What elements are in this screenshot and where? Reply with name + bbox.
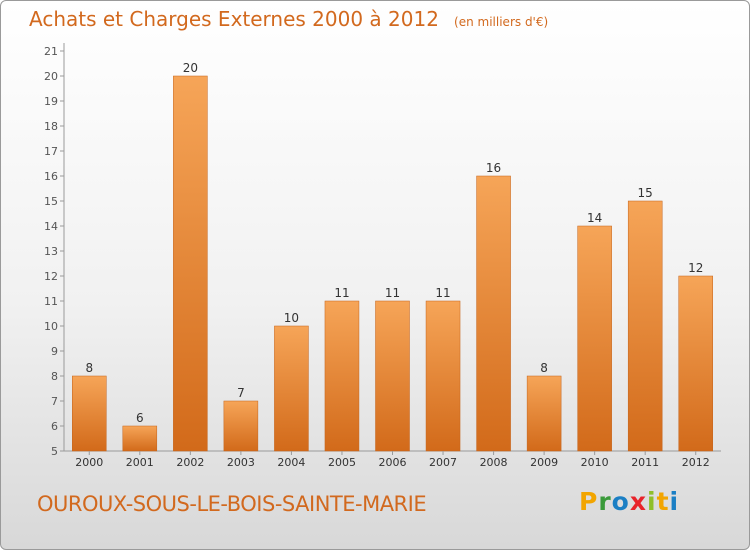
bar-value-label: 12 [688, 261, 703, 275]
logo-letter: t [656, 487, 670, 516]
x-tick-label: 2011 [631, 456, 659, 469]
x-tick-label: 2007 [429, 456, 457, 469]
x-tick-label: 2000 [75, 456, 103, 469]
y-tick-label: 11 [44, 295, 58, 308]
x-tick-label: 2001 [126, 456, 154, 469]
x-tick-label: 2009 [530, 456, 558, 469]
bar-value-label: 10 [284, 311, 299, 325]
y-tick-label: 16 [44, 170, 58, 183]
y-tick-label: 21 [44, 45, 58, 58]
x-tick-label: 2003 [227, 456, 255, 469]
bar-value-label: 14 [587, 211, 602, 225]
y-tick-label: 12 [44, 270, 58, 283]
y-tick-label: 19 [44, 95, 58, 108]
x-tick-label: 2005 [328, 456, 356, 469]
logo-letter: r [598, 487, 612, 516]
chart-title: Achats et Charges Externes 2000 à 2012 (… [29, 7, 548, 31]
logo-letter: x [629, 487, 647, 516]
y-tick-label: 5 [51, 445, 58, 458]
y-tick-label: 14 [44, 220, 58, 233]
logo-letter: o [611, 487, 630, 516]
bar [274, 325, 309, 452]
bar [476, 175, 511, 452]
bar-value-label: 15 [638, 186, 653, 200]
x-tick-label: 2006 [379, 456, 407, 469]
place-name: OUROUX-SOUS-LE-BOIS-SAINTE-MARIE [37, 492, 427, 516]
bar [577, 225, 612, 452]
bar-value-label: 8 [85, 361, 93, 375]
bar [324, 300, 360, 452]
bar-value-label: 20 [183, 61, 198, 75]
bar-value-label: 7 [237, 386, 245, 400]
y-tick-label: 9 [51, 345, 58, 358]
bar-value-label: 11 [385, 286, 400, 300]
bar-value-label: 8 [540, 361, 548, 375]
logo-letter: P [579, 487, 599, 516]
y-tick-label: 7 [51, 395, 58, 408]
y-tick-label: 20 [44, 70, 58, 83]
x-tick-label: 2010 [581, 456, 609, 469]
x-tick-label: 2012 [682, 456, 710, 469]
unit-text: (en milliers d'€) [454, 15, 549, 29]
bar [627, 200, 663, 452]
bar-value-label: 6 [136, 411, 144, 425]
bar [526, 375, 562, 452]
y-tick-label: 8 [51, 370, 58, 383]
bar-value-label: 16 [486, 161, 501, 175]
bar [425, 300, 461, 452]
y-tick-label: 18 [44, 120, 58, 133]
bar-value-label: 11 [334, 286, 349, 300]
bar-value-label: 11 [435, 286, 450, 300]
y-tick-label: 17 [44, 145, 58, 158]
y-tick-label: 10 [44, 320, 58, 333]
bar [122, 425, 158, 452]
bar [223, 400, 259, 452]
y-tick-label: 13 [44, 245, 58, 258]
x-tick-label: 2004 [277, 456, 305, 469]
bar [375, 300, 410, 452]
y-tick-label: 15 [44, 195, 58, 208]
logo-letter: i [647, 487, 657, 516]
bar [173, 75, 208, 452]
proxiti-logo: Proxiti [579, 487, 679, 516]
bar [72, 375, 107, 452]
y-tick-label: 6 [51, 420, 58, 433]
x-tick-label: 2002 [176, 456, 204, 469]
title-text: Achats et Charges Externes 2000 à 2012 [29, 7, 439, 31]
x-tick-label: 2008 [480, 456, 508, 469]
logo-letter: i [669, 487, 680, 516]
bar [678, 275, 713, 452]
